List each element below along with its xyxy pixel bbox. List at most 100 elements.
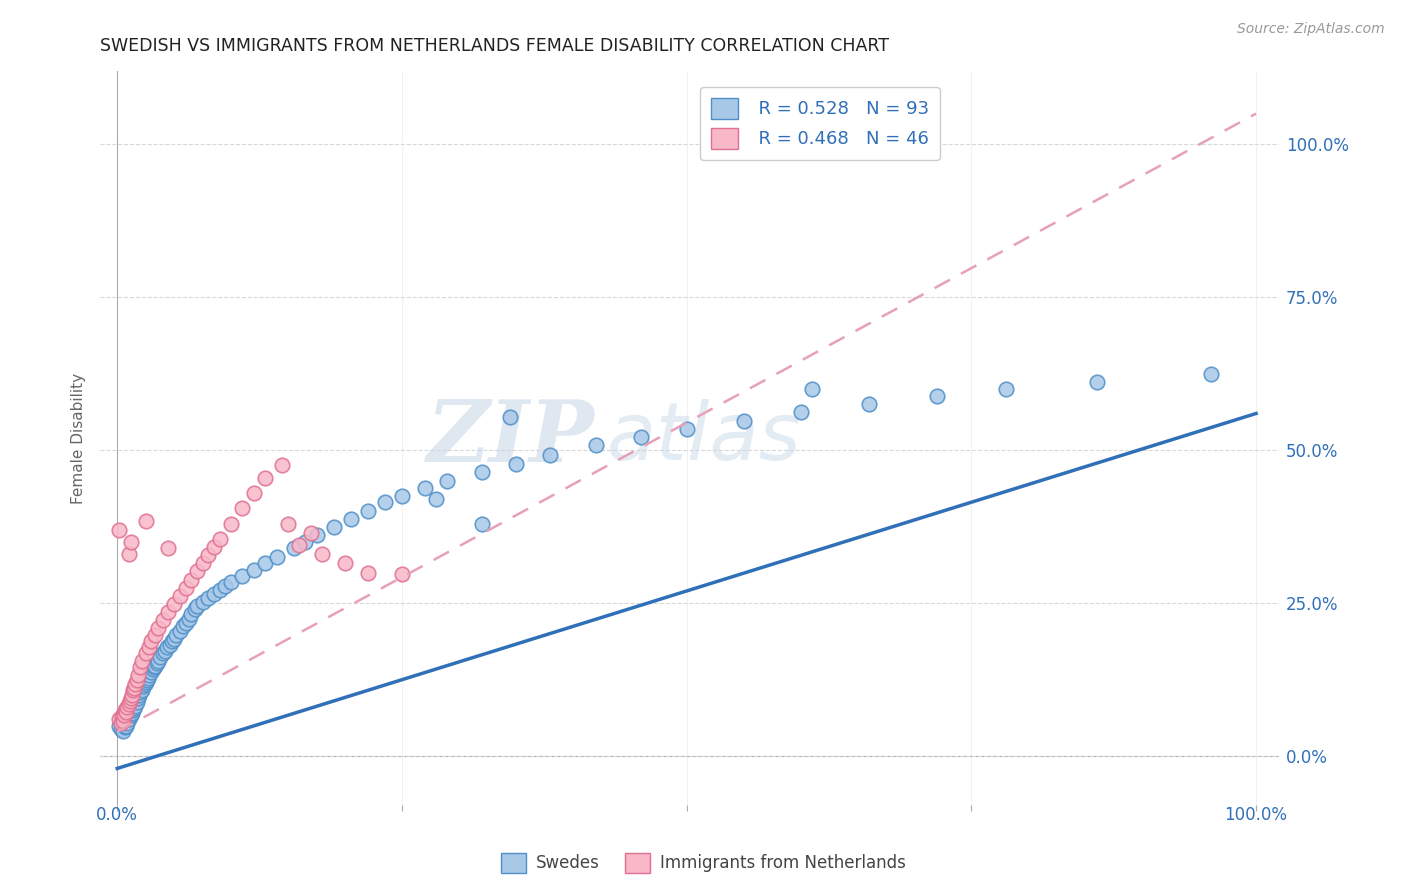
- Point: [122, 683, 145, 698]
- Point: [675, 422, 697, 436]
- Point: [254, 557, 277, 571]
- Point: [134, 677, 156, 691]
- Point: [391, 489, 413, 503]
- Point: [283, 541, 305, 555]
- Point: [124, 677, 146, 691]
- Point: [112, 707, 135, 722]
- Point: [108, 718, 131, 732]
- Point: [141, 634, 163, 648]
- Point: [163, 598, 186, 612]
- Point: [127, 668, 149, 682]
- Point: [214, 579, 236, 593]
- Point: [1199, 367, 1222, 381]
- Point: [163, 632, 186, 646]
- Point: [202, 587, 225, 601]
- Point: [152, 613, 174, 627]
- Point: [159, 638, 181, 652]
- Point: [243, 486, 266, 500]
- Point: [111, 714, 134, 728]
- Point: [124, 685, 146, 699]
- Point: [180, 607, 202, 622]
- Point: [374, 495, 396, 509]
- Point: [357, 566, 380, 580]
- Point: [115, 705, 138, 719]
- Point: [174, 581, 197, 595]
- Point: [115, 706, 138, 721]
- Point: [124, 699, 146, 714]
- Point: [153, 644, 176, 658]
- Y-axis label: Female Disability: Female Disability: [72, 372, 86, 503]
- Point: [146, 656, 169, 670]
- Point: [266, 550, 288, 565]
- Point: [197, 591, 219, 606]
- Point: [191, 595, 214, 609]
- Point: [143, 628, 166, 642]
- Point: [413, 481, 436, 495]
- Point: [994, 382, 1017, 396]
- Point: [131, 654, 153, 668]
- Point: [115, 718, 138, 732]
- Point: [124, 688, 146, 702]
- Point: [143, 658, 166, 673]
- Point: [135, 673, 157, 687]
- Point: [180, 573, 202, 587]
- Point: [357, 504, 380, 518]
- Point: [124, 701, 146, 715]
- Point: [157, 541, 180, 555]
- Point: [858, 397, 880, 411]
- Point: [305, 527, 328, 541]
- Point: [733, 414, 755, 428]
- Point: [108, 523, 131, 537]
- Point: [118, 694, 141, 708]
- Point: [122, 691, 145, 706]
- Point: [148, 621, 170, 635]
- Point: [391, 566, 413, 581]
- Point: [111, 709, 134, 723]
- Point: [114, 703, 136, 717]
- Point: [169, 589, 191, 603]
- Point: [129, 685, 152, 699]
- Point: [112, 706, 135, 721]
- Point: [128, 688, 150, 702]
- Point: [121, 688, 143, 702]
- Point: [425, 492, 447, 507]
- Point: [172, 619, 194, 633]
- Point: [135, 514, 157, 528]
- Point: [117, 547, 139, 561]
- Point: [436, 474, 458, 488]
- Point: [117, 697, 139, 711]
- Point: [630, 430, 652, 444]
- Point: [322, 519, 344, 533]
- Point: [114, 709, 136, 723]
- Point: [208, 582, 231, 597]
- Point: [538, 448, 561, 462]
- Legend:   R = 0.528   N = 93,   R = 0.468   N = 46: R = 0.528 N = 93, R = 0.468 N = 46: [700, 87, 939, 160]
- Point: [789, 405, 811, 419]
- Point: [138, 668, 160, 682]
- Point: [191, 557, 214, 571]
- Point: [311, 547, 333, 561]
- Point: [142, 660, 165, 674]
- Point: [141, 662, 163, 676]
- Point: [288, 538, 311, 552]
- Point: [186, 599, 208, 614]
- Point: [243, 563, 266, 577]
- Point: [111, 715, 134, 730]
- Point: [127, 691, 149, 706]
- Point: [157, 606, 180, 620]
- Point: [183, 602, 205, 616]
- Text: atlas: atlas: [607, 399, 801, 477]
- Point: [152, 646, 174, 660]
- Point: [277, 516, 299, 531]
- Point: [585, 438, 607, 452]
- Point: [471, 516, 494, 531]
- Point: [135, 674, 157, 689]
- Point: [294, 535, 316, 549]
- Text: 0.0%: 0.0%: [96, 806, 138, 824]
- Point: [165, 628, 187, 642]
- Point: [121, 706, 143, 721]
- Point: [271, 458, 294, 473]
- Point: [120, 697, 142, 711]
- Point: [208, 532, 231, 546]
- Point: [118, 705, 141, 719]
